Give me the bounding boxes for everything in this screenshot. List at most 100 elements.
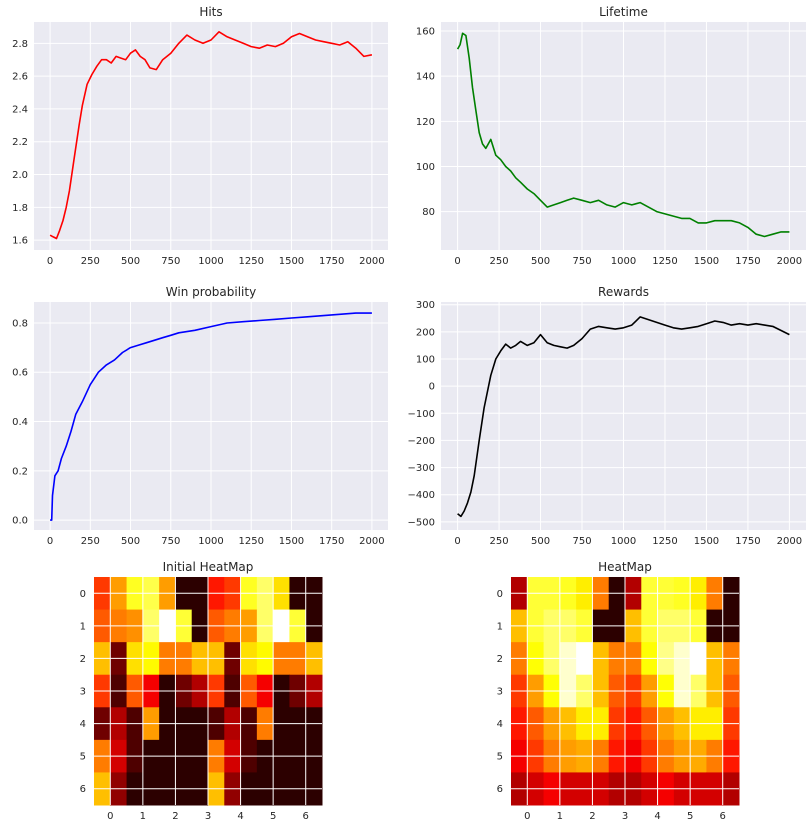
chart-3: 0 250 500 750 1000 1250 1500 1750 2000 0.0 0.2 0.4 0…	[12, 285, 388, 547]
y-tick-label: 2.0	[12, 170, 28, 181]
y-tick-label: 100	[416, 355, 435, 366]
x-tick-label: 750	[161, 536, 180, 547]
chart-title: Hits	[199, 5, 222, 19]
x-tick-label: 4	[237, 811, 243, 822]
y-tick-label: 3	[497, 687, 503, 698]
x-tick-label: 2000	[359, 536, 384, 547]
y-tick-label: 2.6	[12, 72, 28, 83]
chart-2: 0 250 500 750 1000 1250 1500 1750 2000 80 100 120 14…	[416, 5, 806, 267]
y-tick-label: −400	[408, 490, 435, 501]
x-tick-label: 1500	[694, 536, 719, 547]
x-tick-label: 1000	[611, 536, 636, 547]
x-tick-label: 750	[161, 256, 180, 267]
x-tick-label: 500	[531, 256, 550, 267]
y-tick-label: 0.4	[12, 417, 28, 428]
x-tick-label: 1500	[279, 256, 304, 267]
x-tick-label: 5	[270, 811, 276, 822]
y-tick-label: 140	[416, 72, 435, 83]
y-tick-label: 80	[422, 207, 435, 218]
chart-title: Initial HeatMap	[163, 560, 254, 574]
y-tick-label: 0	[429, 382, 435, 393]
y-tick-label: 0.2	[12, 466, 28, 477]
x-tick-label: 0	[107, 811, 113, 822]
y-tick-label: 2.4	[12, 104, 28, 115]
x-tick-label: 2000	[777, 256, 802, 267]
y-tick-label: −100	[408, 409, 435, 420]
y-tick-label: 120	[416, 117, 435, 128]
chart-title: Rewards	[598, 285, 649, 299]
x-tick-label: 750	[572, 536, 591, 547]
x-tick-label: 250	[490, 536, 509, 547]
x-tick-label: 1250	[652, 536, 677, 547]
y-tick-label: 1.6	[12, 236, 28, 247]
y-tick-label: 6	[497, 784, 503, 795]
x-tick-label: 0	[454, 256, 460, 267]
x-tick-label: 1250	[652, 256, 677, 267]
y-tick-label: 0	[497, 589, 503, 600]
y-tick-label: −300	[408, 463, 435, 474]
chart-1: 0 250 500 750 1000 1250 1500 1750 2000 1.6 1.8 2.0 2…	[12, 5, 388, 267]
x-tick-label: 250	[490, 256, 509, 267]
y-tick-label: 5	[80, 752, 86, 763]
x-tick-label: 2	[589, 811, 595, 822]
x-tick-label: 1250	[239, 536, 264, 547]
x-tick-label: 1250	[239, 256, 264, 267]
y-tick-label: 160	[416, 27, 435, 38]
series-line	[49, 30, 373, 240]
heatmap-2: 0 1 2 3 4 5 6 0 1 2 3 4 5 6 HeatMap	[497, 560, 740, 822]
x-tick-label: 1	[557, 811, 563, 822]
x-tick-label: 1000	[611, 256, 636, 267]
x-tick-label: 3	[622, 811, 628, 822]
y-tick-label: 0.8	[12, 318, 28, 329]
x-tick-label: 0	[47, 536, 53, 547]
x-tick-label: 1	[140, 811, 146, 822]
chart-title: Win probability	[166, 285, 256, 299]
x-tick-label: 1750	[735, 256, 760, 267]
x-tick-label: 1500	[694, 256, 719, 267]
y-tick-label: 200	[416, 327, 435, 338]
chart-4: 0 250 500 750 1000 1250 1500 1750 2000−500−400−3…	[408, 285, 806, 547]
y-tick-label: −200	[408, 436, 435, 447]
y-tick-label: 100	[416, 162, 435, 173]
series-line	[456, 32, 790, 238]
y-tick-label: 1	[80, 621, 86, 632]
y-tick-label: 4	[80, 719, 86, 730]
x-tick-label: 1000	[198, 536, 223, 547]
x-tick-label: 250	[81, 536, 100, 547]
y-tick-label: 0	[80, 589, 86, 600]
heatmap-1: 0 1 2 3 4 5 6 0 1 2 3 4 5 6 Initial HeatMap	[80, 560, 323, 822]
y-tick-label: 0.0	[12, 516, 28, 527]
chart-title: Lifetime	[599, 5, 648, 19]
x-tick-label: 1750	[319, 256, 344, 267]
y-tick-label: 3	[80, 687, 86, 698]
y-tick-label: 1	[497, 621, 503, 632]
series-line	[457, 316, 790, 518]
chart-title: HeatMap	[598, 560, 652, 574]
y-tick-label: 1.8	[12, 203, 28, 214]
x-tick-label: 2000	[777, 536, 802, 547]
x-tick-label: 0	[524, 811, 530, 822]
y-tick-label: −500	[408, 517, 435, 528]
x-tick-label: 500	[531, 536, 550, 547]
x-tick-label: 1500	[279, 536, 304, 547]
x-tick-label: 2000	[359, 256, 384, 267]
y-tick-label: 2.2	[12, 137, 28, 148]
x-tick-label: 0	[454, 536, 460, 547]
x-tick-label: 1750	[735, 536, 760, 547]
x-tick-label: 4	[654, 811, 660, 822]
x-tick-label: 5	[687, 811, 693, 822]
x-tick-label: 6	[720, 811, 726, 822]
y-tick-label: 2.8	[12, 39, 28, 50]
x-tick-label: 500	[121, 256, 140, 267]
y-tick-label: 300	[416, 300, 435, 311]
x-tick-label: 1000	[198, 256, 223, 267]
x-tick-label: 6	[303, 811, 309, 822]
y-tick-label: 2	[80, 654, 86, 665]
x-tick-label: 250	[81, 256, 100, 267]
x-tick-label: 0	[47, 256, 53, 267]
y-tick-label: 0.6	[12, 368, 28, 379]
y-tick-label: 2	[497, 654, 503, 665]
y-tick-label: 4	[497, 719, 503, 730]
y-tick-label: 6	[80, 784, 86, 795]
